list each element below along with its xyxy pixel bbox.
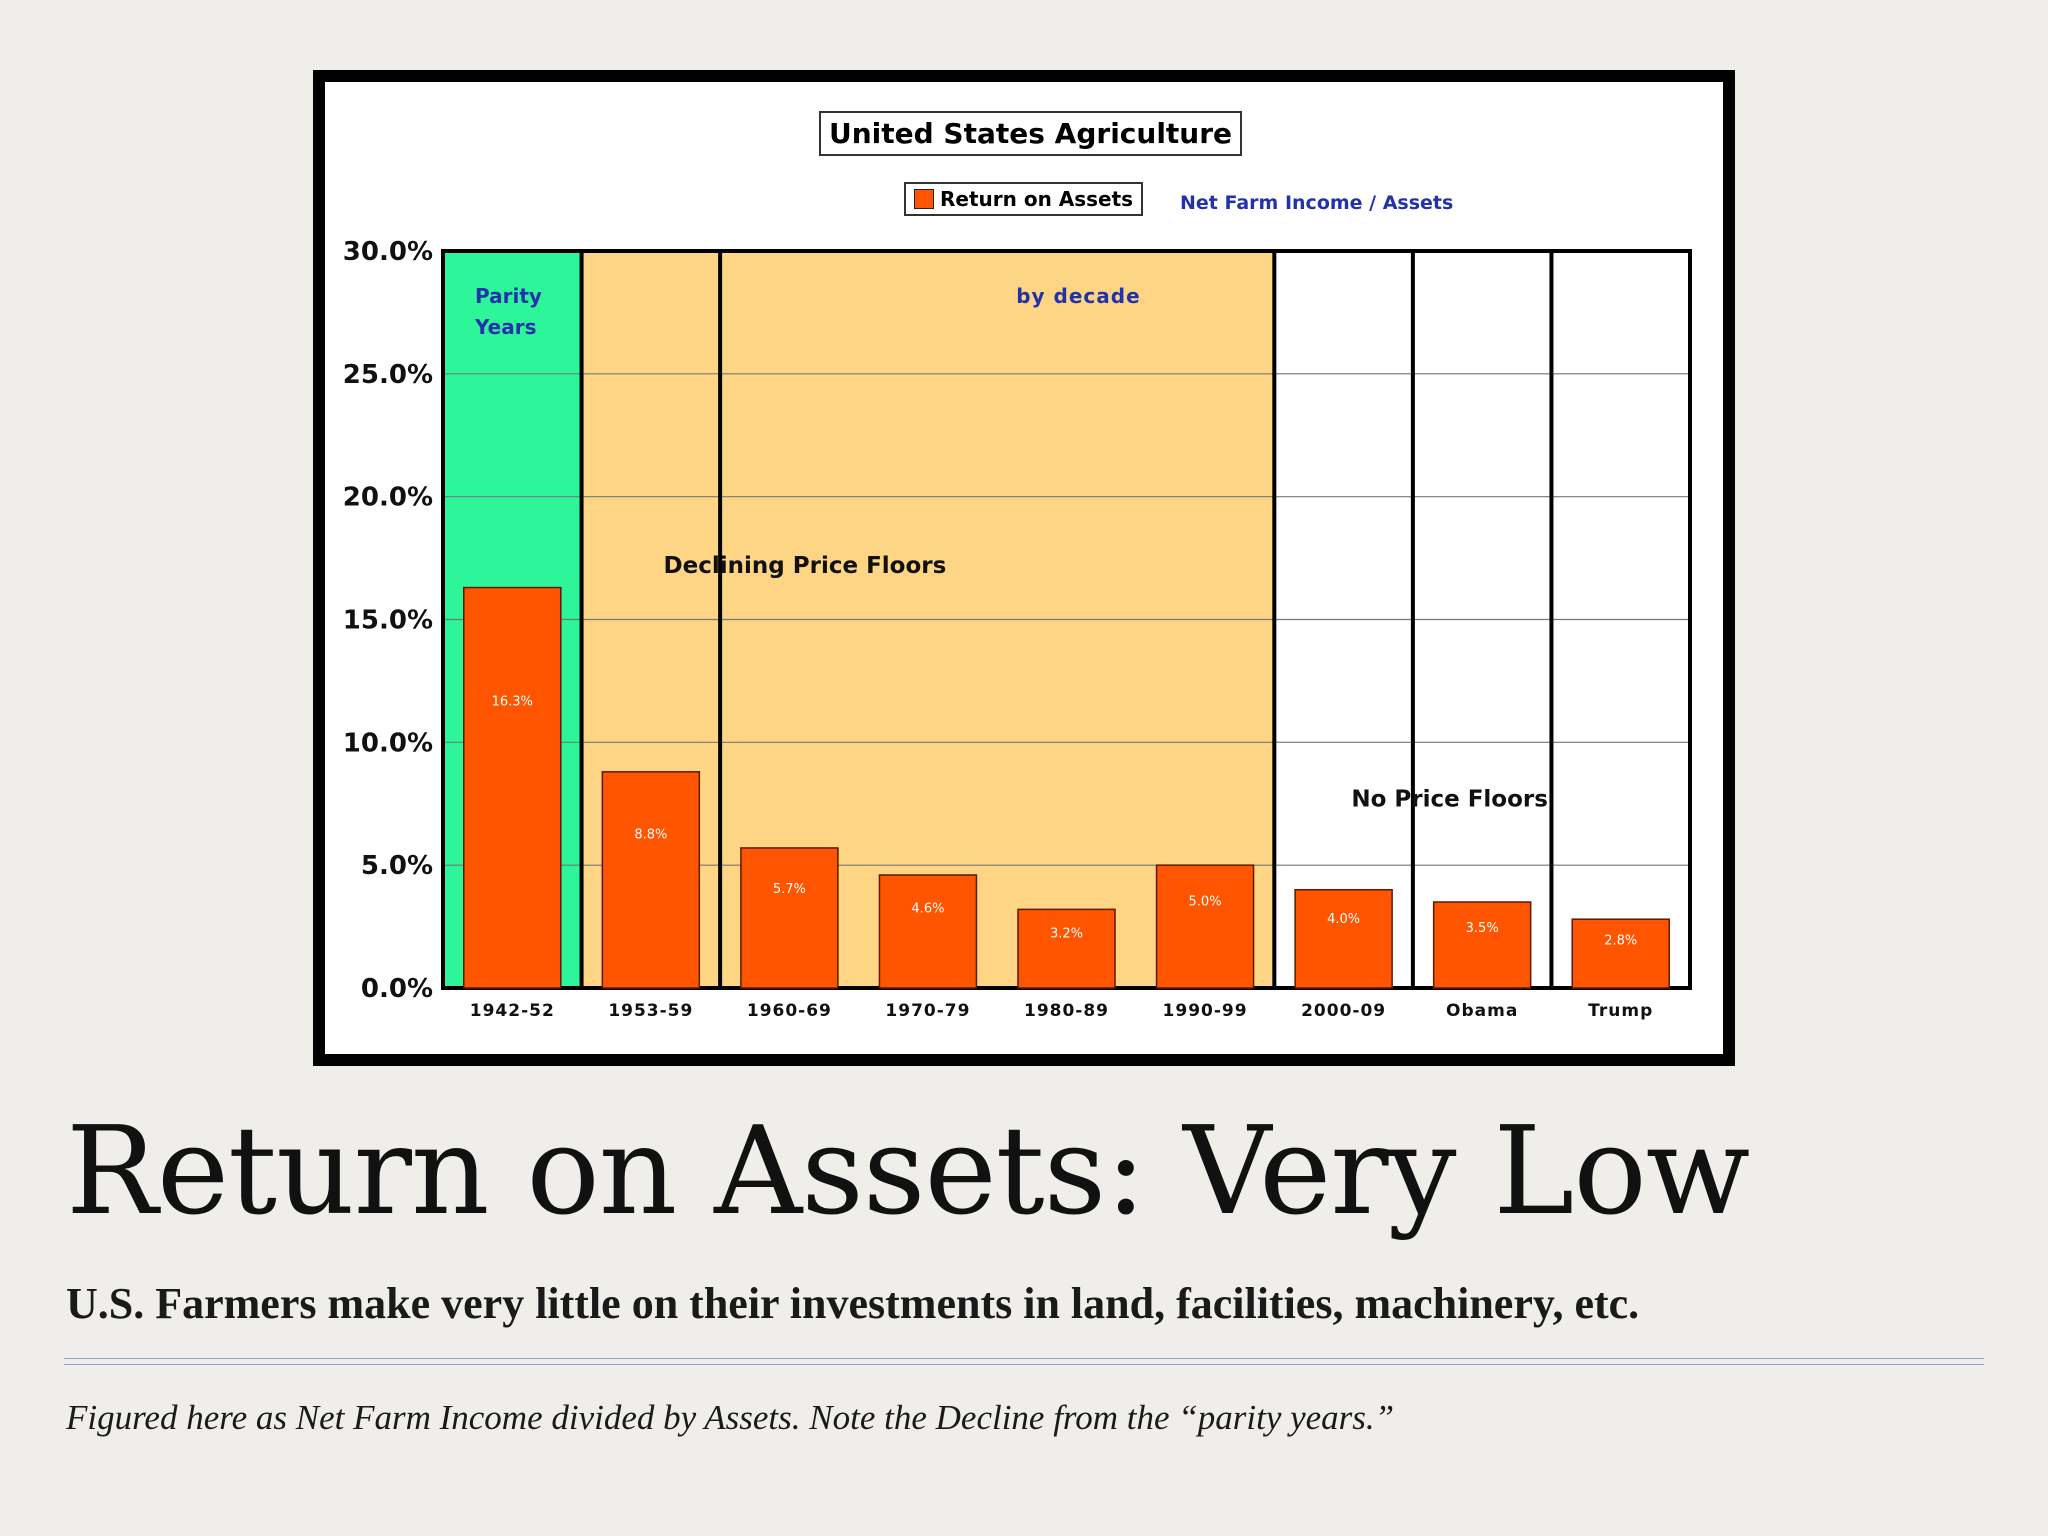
bar-data-label: 5.7% [773, 882, 806, 897]
x-tick-label: 1942-52 [470, 1001, 555, 1021]
y-tick-label: 5.0% [361, 851, 433, 881]
legend-note: Net Farm Income / Assets [1180, 192, 1454, 214]
x-tick-label: 1980-89 [1024, 1001, 1109, 1021]
y-tick-label: 20.0% [343, 483, 433, 513]
page-title: Return on Assets: Very Low [66, 1100, 1750, 1242]
bar-data-label: 2.8% [1604, 933, 1637, 948]
x-tick-label: 1960-69 [747, 1001, 832, 1021]
x-tick-label: Trump [1588, 1001, 1653, 1021]
annotation-parity-years: Years [474, 315, 536, 339]
bar-data-label: 16.3% [492, 695, 533, 710]
divider [64, 1358, 1984, 1365]
x-tick-label: 2000-09 [1301, 1001, 1386, 1021]
legend-label-return-on-assets: Return on Assets [940, 187, 1134, 211]
x-tick-label: 1990-99 [1163, 1001, 1248, 1021]
bar-data-label: 4.6% [911, 902, 944, 917]
annotation-by-decade: by decade [1016, 284, 1140, 308]
bar-1980-89 [1017, 908, 1116, 989]
bar-trump [1571, 918, 1670, 989]
y-tick-label: 15.0% [343, 606, 433, 636]
x-tick-label: 1970-79 [885, 1001, 970, 1021]
annotation-declining-price-floors: Declining Price Floors [664, 553, 947, 579]
legend-swatch-return-on-assets [914, 189, 934, 209]
x-tick-label: 1953-59 [608, 1001, 693, 1021]
annotation-no-price-floors: No Price Floors [1351, 786, 1548, 812]
chart-legend: Return on Assets [904, 182, 1144, 216]
annotation-parity-years: Parity [475, 284, 542, 308]
bar-1990-99 [1155, 864, 1255, 989]
page-subtitle: U.S. Farmers make very little on their i… [66, 1279, 1640, 1328]
bar-data-label: 5.0% [1189, 895, 1222, 910]
chart-frame: 16.3% 1942-52 8.8% 1953-59 5.7% 1960-69 4.6% 19… [313, 70, 1735, 1066]
footnote: Figured here as Net Farm Income divided … [66, 1398, 1395, 1437]
bar-data-label: 3.5% [1466, 921, 1499, 936]
bar-1953-59 [601, 771, 701, 989]
bar-1942-52 [463, 586, 562, 989]
bar-data-label: 3.2% [1050, 926, 1083, 941]
x-tick-label: Obama [1446, 1001, 1518, 1021]
chart-title: United States Agriculture [819, 111, 1243, 156]
y-tick-label: 10.0% [343, 728, 433, 758]
bar-1970-79 [878, 874, 978, 989]
bar-data-label: 8.8% [634, 827, 667, 842]
y-tick-label: 0.0% [361, 974, 433, 1004]
y-tick-label: 25.0% [343, 360, 433, 390]
bar-data-label: 4.0% [1327, 912, 1360, 927]
bar-2000-09 [1294, 888, 1393, 989]
bar-obama [1432, 901, 1532, 989]
return-on-assets-chart: 16.3% 1942-52 8.8% 1953-59 5.7% 1960-69 4.6% 19… [343, 237, 1692, 1021]
bar-1960-69 [740, 847, 839, 989]
y-tick-label: 30.0% [343, 237, 433, 267]
